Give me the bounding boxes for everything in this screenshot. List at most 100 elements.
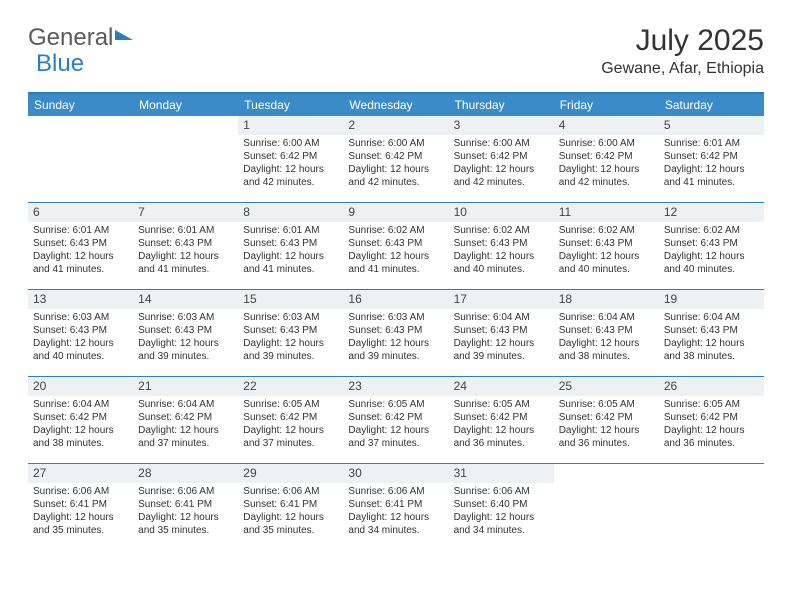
- day-number: 13: [28, 290, 133, 309]
- sunset-text: Sunset: 6:43 PM: [33, 325, 128, 338]
- daylight-text: Daylight: 12 hours and 41 minutes.: [664, 164, 759, 190]
- day-cell: [133, 116, 238, 202]
- daylight-text: Daylight: 12 hours and 39 minutes.: [243, 338, 338, 364]
- sunrise-text: Sunrise: 6:03 AM: [33, 312, 128, 325]
- day-cell: 15Sunrise: 6:03 AMSunset: 6:43 PMDayligh…: [238, 290, 343, 376]
- sunset-text: Sunset: 6:42 PM: [559, 151, 654, 164]
- day-number: 14: [133, 290, 238, 309]
- day-number: 6: [28, 203, 133, 222]
- weekday-header: Monday: [133, 94, 238, 116]
- sunrise-text: Sunrise: 6:03 AM: [243, 312, 338, 325]
- day-number: 22: [238, 377, 343, 396]
- daylight-text: Daylight: 12 hours and 36 minutes.: [664, 425, 759, 451]
- sunrise-text: Sunrise: 6:03 AM: [348, 312, 443, 325]
- sunset-text: Sunset: 6:43 PM: [138, 238, 233, 251]
- day-number: 19: [659, 290, 764, 309]
- daylight-text: Daylight: 12 hours and 37 minutes.: [138, 425, 233, 451]
- sunset-text: Sunset: 6:43 PM: [33, 238, 128, 251]
- sunset-text: Sunset: 6:43 PM: [348, 238, 443, 251]
- sunset-text: Sunset: 6:43 PM: [454, 238, 549, 251]
- day-cell: 24Sunrise: 6:05 AMSunset: 6:42 PMDayligh…: [449, 377, 554, 463]
- sunset-text: Sunset: 6:43 PM: [454, 325, 549, 338]
- day-number: 29: [238, 464, 343, 483]
- weekday-header: Wednesday: [343, 94, 448, 116]
- day-number: 3: [449, 116, 554, 135]
- day-cell: 30Sunrise: 6:06 AMSunset: 6:41 PMDayligh…: [343, 464, 448, 550]
- day-cell: 3Sunrise: 6:00 AMSunset: 6:42 PMDaylight…: [449, 116, 554, 202]
- daylight-text: Daylight: 12 hours and 35 minutes.: [33, 512, 128, 538]
- day-number: 24: [449, 377, 554, 396]
- sunset-text: Sunset: 6:40 PM: [454, 499, 549, 512]
- day-number: 15: [238, 290, 343, 309]
- daylight-text: Daylight: 12 hours and 41 minutes.: [243, 251, 338, 277]
- daylight-text: Daylight: 12 hours and 38 minutes.: [664, 338, 759, 364]
- day-cell: [28, 116, 133, 202]
- daylight-text: Daylight: 12 hours and 40 minutes.: [664, 251, 759, 277]
- day-cell: 28Sunrise: 6:06 AMSunset: 6:41 PMDayligh…: [133, 464, 238, 550]
- sunrise-text: Sunrise: 6:01 AM: [664, 138, 759, 151]
- day-cell: 31Sunrise: 6:06 AMSunset: 6:40 PMDayligh…: [449, 464, 554, 550]
- weekday-header: Sunday: [28, 94, 133, 116]
- brand-part2: Blue: [36, 50, 84, 78]
- day-number: 26: [659, 377, 764, 396]
- day-cell: 22 Sunrise: 6:05 AMSunset: 6:42 PMDayligh…: [238, 377, 343, 463]
- daylight-text: Daylight: 12 hours and 39 minutes.: [454, 338, 549, 364]
- sunset-text: Sunset: 6:43 PM: [138, 325, 233, 338]
- day-cell: 16Sunrise: 6:03 AMSunset: 6:43 PMDayligh…: [343, 290, 448, 376]
- daylight-text: Daylight: 12 hours and 36 minutes.: [454, 425, 549, 451]
- day-cell: 7 Sunrise: 6:01 AMSunset: 6:43 PMDaylight…: [133, 203, 238, 289]
- daylight-text: Daylight: 12 hours and 38 minutes.: [559, 338, 654, 364]
- brand-logo: General: [28, 24, 133, 52]
- day-number: 1: [238, 116, 343, 135]
- day-number: 4: [554, 116, 659, 135]
- sunrise-text: Sunrise: 6:05 AM: [664, 399, 759, 412]
- day-cell: 23Sunrise: 6:05 AMSunset: 6:42 PMDayligh…: [343, 377, 448, 463]
- day-cell: 4Sunrise: 6:00 AMSunset: 6:42 PMDaylight…: [554, 116, 659, 202]
- sunrise-text: Sunrise: 6:01 AM: [33, 225, 128, 238]
- sunrise-text: Sunrise: 6:06 AM: [348, 486, 443, 499]
- sunset-text: Sunset: 6:43 PM: [348, 325, 443, 338]
- day-cell: 26Sunrise: 6:05 AMSunset: 6:42 PMDayligh…: [659, 377, 764, 463]
- brand-triangle-icon: [115, 30, 133, 40]
- day-number: 27: [28, 464, 133, 483]
- day-cell: 19Sunrise: 6:04 AMSunset: 6:43 PMDayligh…: [659, 290, 764, 376]
- sunset-text: Sunset: 6:43 PM: [559, 238, 654, 251]
- daylight-text: Daylight: 12 hours and 35 minutes.: [138, 512, 233, 538]
- sunset-text: Sunset: 6:42 PM: [33, 412, 128, 425]
- sunrise-text: Sunrise: 6:05 AM: [243, 399, 338, 412]
- day-number: 7: [133, 203, 238, 222]
- sunrise-text: Sunrise: 6:06 AM: [33, 486, 128, 499]
- sunset-text: Sunset: 6:42 PM: [243, 412, 338, 425]
- day-cell: 1Sunrise: 6:00 AMSunset: 6:42 PMDaylight…: [238, 116, 343, 202]
- daylight-text: Daylight: 12 hours and 41 minutes.: [33, 251, 128, 277]
- sunrise-text: Sunrise: 6:06 AM: [138, 486, 233, 499]
- daylight-text: Daylight: 12 hours and 41 minutes.: [138, 251, 233, 277]
- sunrise-text: Sunrise: 6:00 AM: [559, 138, 654, 151]
- sunrise-text: Sunrise: 6:04 AM: [454, 312, 549, 325]
- sunrise-text: Sunrise: 6:04 AM: [559, 312, 654, 325]
- day-number: 21: [133, 377, 238, 396]
- day-number: 28: [133, 464, 238, 483]
- sunrise-text: Sunrise: 6:02 AM: [664, 225, 759, 238]
- sunrise-text: Sunrise: 6:00 AM: [454, 138, 549, 151]
- day-number: 30: [343, 464, 448, 483]
- header: General July 2025 Gewane, Afar, Ethiopia: [28, 24, 764, 78]
- day-number: 10: [449, 203, 554, 222]
- day-cell: 12Sunrise: 6:02 AMSunset: 6:43 PMDayligh…: [659, 203, 764, 289]
- sunset-text: Sunset: 6:42 PM: [559, 412, 654, 425]
- day-number: 25: [554, 377, 659, 396]
- day-number: 12: [659, 203, 764, 222]
- daylight-text: Daylight: 12 hours and 37 minutes.: [243, 425, 338, 451]
- daylight-text: Daylight: 12 hours and 38 minutes.: [33, 425, 128, 451]
- sunset-text: Sunset: 6:41 PM: [33, 499, 128, 512]
- sunset-text: Sunset: 6:42 PM: [454, 412, 549, 425]
- sunset-text: Sunset: 6:43 PM: [664, 325, 759, 338]
- sunset-text: Sunset: 6:42 PM: [348, 412, 443, 425]
- day-cell: 25Sunrise: 6:05 AMSunset: 6:42 PMDayligh…: [554, 377, 659, 463]
- weekday-header-row: Sunday Monday Tuesday Wednesday Thursday…: [28, 94, 764, 116]
- sunrise-text: Sunrise: 6:03 AM: [138, 312, 233, 325]
- day-cell: 17Sunrise: 6:04 AMSunset: 6:43 PMDayligh…: [449, 290, 554, 376]
- day-cell: 9Sunrise: 6:02 AMSunset: 6:43 PMDaylight…: [343, 203, 448, 289]
- daylight-text: Daylight: 12 hours and 34 minutes.: [348, 512, 443, 538]
- sunrise-text: Sunrise: 6:01 AM: [138, 225, 233, 238]
